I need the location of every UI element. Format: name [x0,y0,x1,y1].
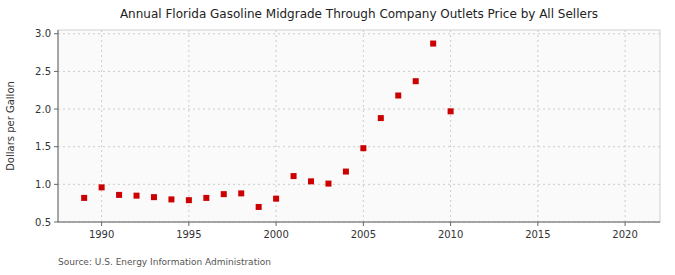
axes: 0.5 1.0 1.5 2.0 2.5 3.0 1990 1995 2000 2005 2010 20… [35,28,660,240]
y-tick-label: 3.0 [35,28,51,39]
x-grid-line [363,30,364,222]
y-tick-label: 1.5 [35,141,51,152]
point [343,169,349,175]
y-grid-line [58,109,660,110]
x-grid-line [450,30,451,222]
x-tick [101,222,102,226]
y-axis-line [58,30,59,222]
x-tick [450,222,451,226]
point [291,173,297,179]
x-tick-label: 2020 [612,229,637,240]
plot-area [58,30,660,222]
point [273,196,279,202]
x-grid-line [537,30,538,222]
y-tick [54,109,58,110]
y-tick [54,146,58,147]
x-tick-label: 2015 [525,229,550,240]
y-tick [54,184,58,185]
x-grid-line [101,30,102,222]
y-tick [54,71,58,72]
y-grid-line [58,33,660,34]
point [308,178,314,184]
y-grid-line [58,71,660,72]
x-tick [188,222,189,226]
x-axis-line [58,222,660,223]
grid [58,30,660,222]
x-grid-line [188,30,189,222]
x-tick-label: 1995 [176,229,201,240]
point [238,190,244,196]
x-tick-label: 1990 [89,229,114,240]
point [99,184,105,190]
x-tick [625,222,626,226]
point [151,194,157,200]
point [360,145,366,151]
point [413,78,419,84]
point [448,108,454,114]
x-grid-line [276,30,277,222]
x-tick-label: 2000 [263,229,288,240]
point [203,195,209,201]
point [81,195,87,201]
y-tick-label: 2.0 [35,104,51,115]
point [221,191,227,197]
point [116,192,122,198]
point [186,197,192,203]
x-tick [276,222,277,226]
y-tick-label: 0.5 [35,217,51,228]
y-tick-label: 1.0 [35,179,51,190]
chart: 0.5 1.0 1.5 2.0 2.5 3.0 1990 1995 2000 2005 2010 20… [0,0,675,275]
x-tick-label: 2010 [438,229,463,240]
point [325,181,331,187]
point [134,193,140,199]
x-tick [537,222,538,226]
x-tick-label: 2005 [351,229,376,240]
point [256,204,262,210]
point [395,93,401,99]
point [168,196,174,202]
y-grid-line [58,222,660,223]
title: Annual Florida Gasoline Midgrade Through… [120,7,598,21]
y-tick-label: 2.5 [35,66,51,77]
point [378,115,384,121]
source-note: Source: U.S. Energy Information Administ… [58,257,271,267]
x-tick [363,222,364,226]
point [430,41,436,47]
y-tick [54,222,58,223]
y-grid-line [58,146,660,147]
x-grid-line [625,30,626,222]
y-axis-label: Dollars per Gallon [5,81,16,171]
y-grid-line [58,184,660,185]
points [81,41,453,210]
y-tick [54,33,58,34]
